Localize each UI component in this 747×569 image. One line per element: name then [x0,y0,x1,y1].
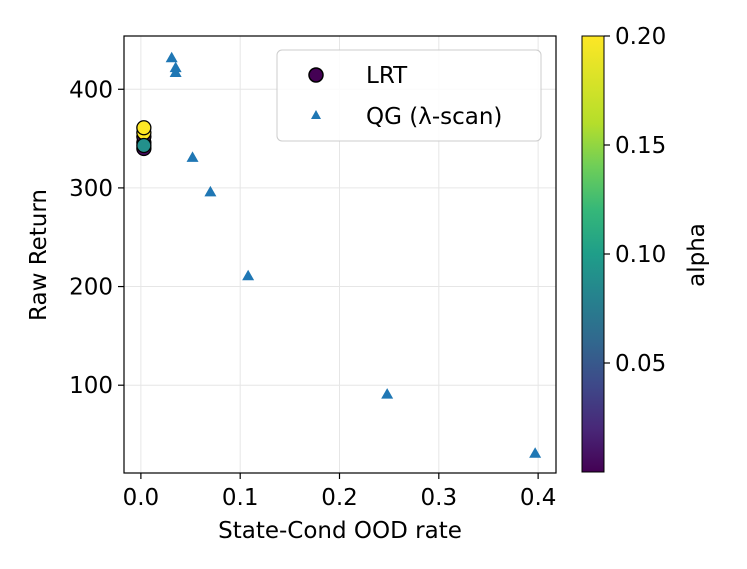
colorbar-tick-label: 0.15 [615,133,666,159]
y-axis-title: Raw Return [26,189,52,321]
lrt-point [136,137,152,154]
qg-point [242,269,255,281]
colorbar-ticks: 0.05 0.10 0.15 0.20 [604,24,666,377]
x-tick-label: 0.1 [222,485,259,511]
colorbar: 0.05 0.10 0.15 0.20 alpha [581,24,710,473]
x-tick-label: 0.0 [123,485,160,511]
colorbar-title: alpha [684,223,710,287]
qg-point [186,151,199,162]
y-tick-label: 300 [69,176,113,202]
y-tick-label: 100 [69,373,113,399]
data-points [136,51,542,458]
legend: LRT QG (λ-scan) [276,49,542,142]
legend-label-qg: QG (λ-scan) [366,104,502,130]
qg-point [165,51,178,63]
y-tick-label: 200 [69,275,113,301]
y-tick-label: 400 [69,77,113,103]
qg-point [169,66,182,77]
legend-marker-lrt [308,67,324,83]
qg-point [529,447,542,458]
colorbar-tick-label: 0.20 [615,24,666,50]
legend-marker-qg [311,110,321,119]
qg-point [381,388,394,399]
x-tick-label: 0.3 [421,485,458,511]
colorbar-tick-label: 0.05 [615,351,666,377]
x-axis-ticks: 0.0 0.1 0.2 0.3 0.4 [123,473,557,511]
lrt-point [136,120,152,136]
legend-box [276,49,542,142]
legend-label-lrt: LRT [366,63,408,89]
x-tick-label: 0.2 [321,485,358,511]
x-axis-title: State-Cond OOD rate [218,518,462,544]
colorbar-gradient [581,35,605,473]
x-tick-label: 0.4 [520,485,557,511]
y-axis-ticks: 100 200 300 400 [69,77,124,399]
qg-point [204,185,217,197]
colorbar-tick-label: 0.10 [615,242,666,268]
